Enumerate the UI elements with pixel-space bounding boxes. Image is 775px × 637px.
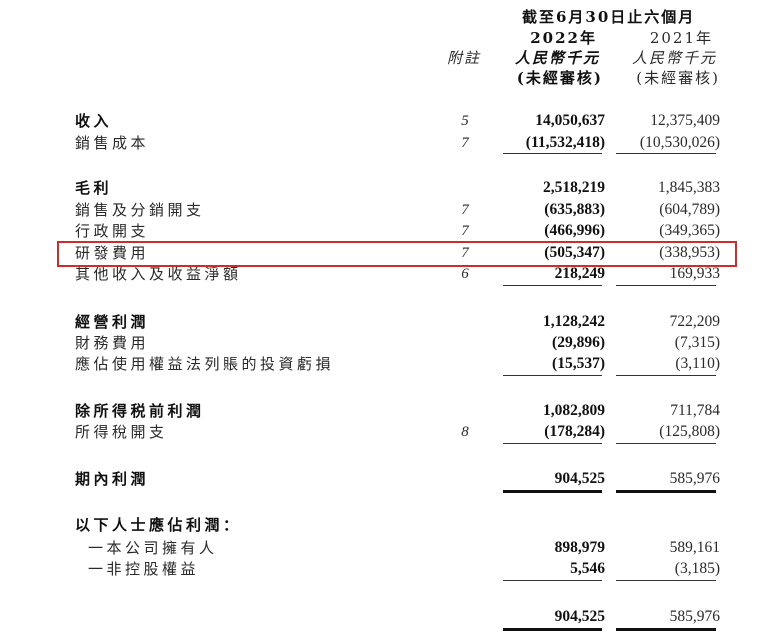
note-column-heading: 附註 (447, 49, 482, 67)
value-2022: 904,525 (554, 470, 605, 487)
row-note: 7 (461, 223, 469, 239)
value-2021: 12,375,409 (650, 112, 720, 129)
audit-2022-heading: (未經審核) (516, 69, 603, 87)
currency-2022-heading: 人民幣千元 (514, 49, 600, 67)
row-label: 行政開支 (75, 222, 150, 240)
subtotal-rule (503, 580, 602, 581)
double-total-rule (616, 490, 716, 493)
period-heading: 截至6月30日止六個月 (522, 8, 696, 26)
subtotal-rule (503, 153, 602, 154)
value-2022: 218,249 (554, 265, 605, 282)
row-label: 財務費用 (75, 334, 150, 352)
audit-2021-heading: (未經審核) (636, 69, 720, 87)
double-total-rule (616, 628, 716, 631)
row-label: 一本公司擁有人 (88, 539, 218, 557)
row-note: 7 (461, 245, 469, 261)
value-2022: (466,996) (544, 222, 605, 239)
value-2022: 2,518,219 (543, 179, 605, 196)
value-2022: 898,979 (554, 539, 605, 556)
subtotal-rule (616, 375, 716, 376)
value-2021: 169,933 (669, 265, 720, 282)
year-2022-heading: 2022年 (530, 29, 597, 47)
value-2021: (338,953) (659, 244, 720, 261)
row-label: 以下人士應佔利潤： (75, 516, 242, 534)
subtotal-rule (503, 375, 602, 376)
value-2021: 585,976 (669, 470, 720, 487)
row-label: 其他收入及收益淨額 (75, 265, 242, 283)
value-2022: (635,883) (544, 201, 605, 218)
subtotal-rule (616, 580, 716, 581)
row-label: 一非控股權益 (88, 560, 200, 578)
value-2021: (604,789) (659, 201, 720, 218)
value-2022: 14,050,637 (535, 112, 605, 129)
row-label: 研發費用 (75, 244, 150, 262)
row-note: 7 (461, 135, 469, 151)
row-label: 銷售及分銷開支 (75, 201, 205, 219)
double-total-rule (503, 628, 602, 631)
row-label: 期內利潤 (75, 470, 150, 488)
value-2022: 1,082,809 (543, 402, 605, 419)
value-2022: (505,347) (544, 244, 605, 261)
value-2021: (125,808) (659, 423, 720, 440)
value-2021: 585,976 (669, 608, 720, 625)
row-label: 經營利潤 (75, 313, 150, 331)
subtotal-rule (616, 153, 716, 154)
subtotal-rule (503, 443, 602, 444)
value-2022: 1,128,242 (543, 313, 605, 330)
value-2022: (178,284) (544, 423, 605, 440)
value-2021: 711,784 (670, 402, 720, 419)
row-label: 除所得税前利潤 (75, 402, 205, 420)
value-2022: 904,525 (554, 608, 605, 625)
value-2021: (3,110) (675, 355, 720, 372)
value-2022: (29,896) (552, 334, 605, 351)
value-2021: 722,209 (669, 313, 720, 330)
subtotal-rule (616, 443, 716, 444)
row-label: 銷售成本 (75, 134, 150, 152)
row-label: 毛利 (75, 179, 113, 197)
value-2021: (349,365) (659, 222, 720, 239)
row-note: 6 (461, 266, 469, 282)
year-2021-heading: 2021年 (649, 29, 713, 47)
row-label: 收入 (75, 112, 113, 130)
value-2021: (3,185) (674, 560, 720, 577)
subtotal-rule (616, 285, 716, 286)
value-2021: 589,161 (669, 539, 720, 556)
value-2022: (11,532,418) (525, 134, 605, 151)
highlight-box (57, 241, 737, 267)
row-label: 應佔使用權益法列賬的投資虧損 (75, 355, 335, 373)
value-2021: (7,315) (674, 334, 720, 351)
subtotal-rule (503, 285, 602, 286)
value-2022: 5,546 (570, 560, 605, 577)
row-note: 7 (461, 202, 469, 218)
row-note: 8 (461, 424, 469, 440)
row-note: 5 (461, 113, 469, 129)
row-label: 所得稅開支 (75, 423, 168, 441)
value-2022: (15,537) (552, 355, 605, 372)
value-2021: (10,530,026) (639, 134, 720, 151)
double-total-rule (503, 490, 602, 493)
currency-2021-heading: 人民幣千元 (631, 49, 717, 67)
value-2021: 1,845,383 (658, 179, 720, 196)
